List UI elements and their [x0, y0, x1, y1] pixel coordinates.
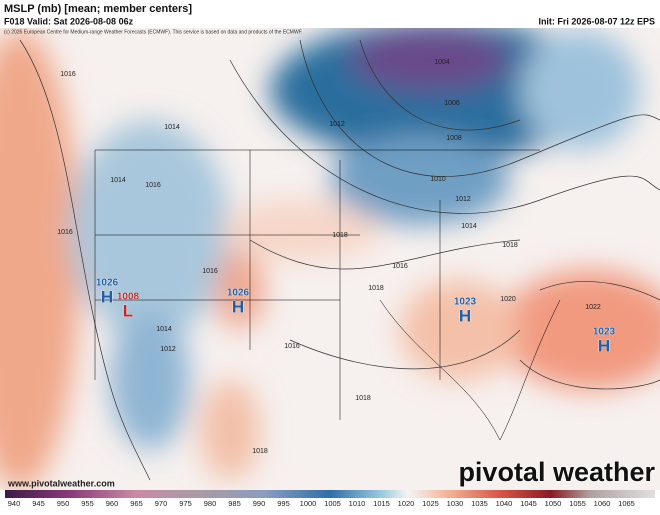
colorbar-label: 1050: [545, 499, 562, 508]
colorbar-label: 1035: [471, 499, 488, 508]
isobar-label: 1022: [585, 304, 601, 311]
center-pressure: 1023: [593, 327, 616, 338]
colorbar-label: 1055: [569, 499, 586, 508]
colorbar-label: 1015: [373, 499, 390, 508]
isobar-label: 1018: [252, 448, 268, 455]
colorbar-label: 955: [81, 499, 94, 508]
center-letter: H: [459, 306, 471, 325]
colorbar-label: 1045: [520, 499, 537, 508]
colorbar-label: 1030: [447, 499, 464, 508]
colorbar-label: 1040: [496, 499, 513, 508]
center-letter: H: [232, 297, 244, 316]
colorbar: [5, 490, 655, 498]
url: www.pivotalweather.com: [7, 478, 115, 488]
center-letter: L: [123, 301, 133, 320]
colorbar-label: 1020: [398, 499, 415, 508]
isobar-label: 1014: [164, 124, 180, 131]
isobar-label: 1016: [145, 182, 161, 189]
colorbar-label: 950: [57, 499, 70, 508]
colorbar-label: 965: [130, 499, 143, 508]
isobar-label: 1018: [368, 285, 384, 292]
isobar-label: 1012: [329, 121, 345, 128]
colorbar-label: 1065: [618, 499, 635, 508]
colorbar-label: 940: [8, 499, 21, 508]
isobar-label: 1018: [332, 232, 348, 239]
center-pressure: 1026: [227, 288, 250, 299]
isobar-label: 1004: [434, 59, 450, 66]
init-time: Init: Fri 2026-08-07 12z EPS: [538, 16, 655, 26]
colorbar-label: 1060: [594, 499, 611, 508]
isobar-label: 1016: [60, 71, 76, 78]
colorbar-label: 1025: [422, 499, 439, 508]
colorbar-label: 980: [204, 499, 217, 508]
colorbar-label: 1010: [349, 499, 366, 508]
map-title: MSLP (mb) [mean; member centers]: [4, 3, 192, 15]
center-pressure: 1026: [96, 278, 119, 289]
isobar-label: 1018: [502, 242, 518, 249]
isobar-label: 1012: [455, 196, 471, 203]
colorbar-label: 945: [32, 499, 45, 508]
center-pressure: 1023: [454, 297, 477, 308]
credit: (c) 2026 European Centre for Medium-rang…: [4, 29, 303, 35]
colorbar-label: 995: [277, 499, 290, 508]
center-pressure: 1008: [117, 292, 140, 303]
colorbar-label: 960: [106, 499, 119, 508]
colorbar-label: 990: [253, 499, 266, 508]
isobar-label: 1012: [160, 346, 176, 353]
isobar-label: 1008: [446, 135, 462, 142]
isobar-label: 1016: [202, 268, 218, 275]
isobar-label: 1006: [444, 100, 460, 107]
isobar-label: 1014: [156, 326, 172, 333]
isobar-label: 1016: [57, 229, 73, 236]
isobar-label: 1016: [392, 263, 408, 270]
logo: pivotal weather: [458, 457, 655, 487]
isobar-label: 1020: [500, 296, 516, 303]
colorbar-label: 975: [179, 499, 192, 508]
colorbar-label: 985: [228, 499, 241, 508]
center-letter: H: [101, 287, 113, 306]
colorbar-label: 970: [155, 499, 168, 508]
colorbar-label: 1005: [324, 499, 341, 508]
isobar-label: 1016: [284, 343, 300, 350]
isobar-label: 1010: [430, 176, 446, 183]
isobar-label: 1014: [110, 177, 126, 184]
isobar-label: 1014: [461, 223, 477, 230]
valid-time: F018 Valid: Sat 2026-08-08 06z: [4, 16, 134, 26]
colorbar-label: 1000: [300, 499, 317, 508]
map: [0, 28, 660, 490]
center-letter: H: [598, 336, 610, 355]
isobar-label: 1018: [355, 395, 371, 402]
